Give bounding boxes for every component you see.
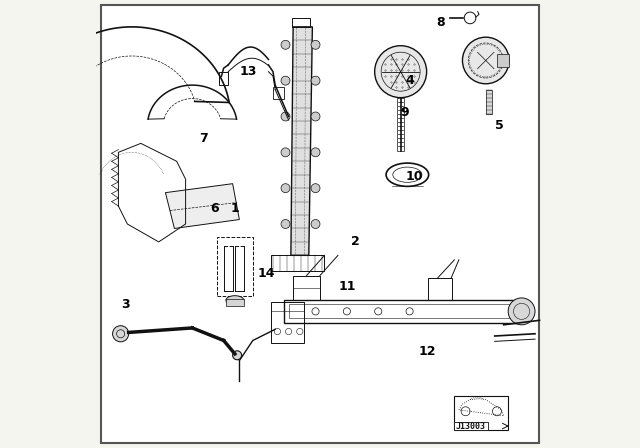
Text: 12: 12 <box>419 345 436 358</box>
Text: 13: 13 <box>239 65 257 78</box>
Text: J13003: J13003 <box>456 422 486 431</box>
Bar <box>486 90 492 114</box>
Bar <box>428 278 452 300</box>
Polygon shape <box>291 27 312 255</box>
Circle shape <box>281 220 290 228</box>
Bar <box>293 276 320 300</box>
Bar <box>217 237 253 296</box>
Ellipse shape <box>226 296 244 305</box>
Circle shape <box>463 37 509 84</box>
Circle shape <box>281 40 290 49</box>
Bar <box>497 54 509 67</box>
Circle shape <box>311 148 320 157</box>
Text: 2: 2 <box>351 235 360 249</box>
Text: 8: 8 <box>436 16 445 29</box>
Circle shape <box>374 46 427 98</box>
Circle shape <box>281 184 290 193</box>
Bar <box>292 18 310 27</box>
Circle shape <box>113 326 129 342</box>
Text: 6: 6 <box>211 202 219 215</box>
Circle shape <box>311 76 320 85</box>
Circle shape <box>508 298 535 325</box>
Text: 10: 10 <box>405 170 423 184</box>
Text: 11: 11 <box>338 280 356 293</box>
Text: 7: 7 <box>199 132 208 146</box>
Circle shape <box>281 112 290 121</box>
Circle shape <box>281 148 290 157</box>
Polygon shape <box>165 184 239 228</box>
Text: 1: 1 <box>230 202 239 215</box>
Circle shape <box>233 351 242 360</box>
Text: 3: 3 <box>121 298 129 311</box>
Text: 5: 5 <box>495 119 504 132</box>
Bar <box>454 396 508 430</box>
Bar <box>289 304 513 318</box>
Bar <box>454 422 488 430</box>
Bar <box>220 72 228 85</box>
Bar <box>397 98 404 151</box>
Text: 9: 9 <box>401 105 410 119</box>
Circle shape <box>311 112 320 121</box>
Circle shape <box>311 220 320 228</box>
Bar <box>271 302 305 343</box>
Bar <box>226 299 244 306</box>
Text: 14: 14 <box>257 267 275 280</box>
Text: 4: 4 <box>405 74 414 87</box>
Bar <box>273 87 284 99</box>
Circle shape <box>311 184 320 193</box>
Circle shape <box>311 40 320 49</box>
Circle shape <box>281 76 290 85</box>
Bar <box>284 300 517 323</box>
